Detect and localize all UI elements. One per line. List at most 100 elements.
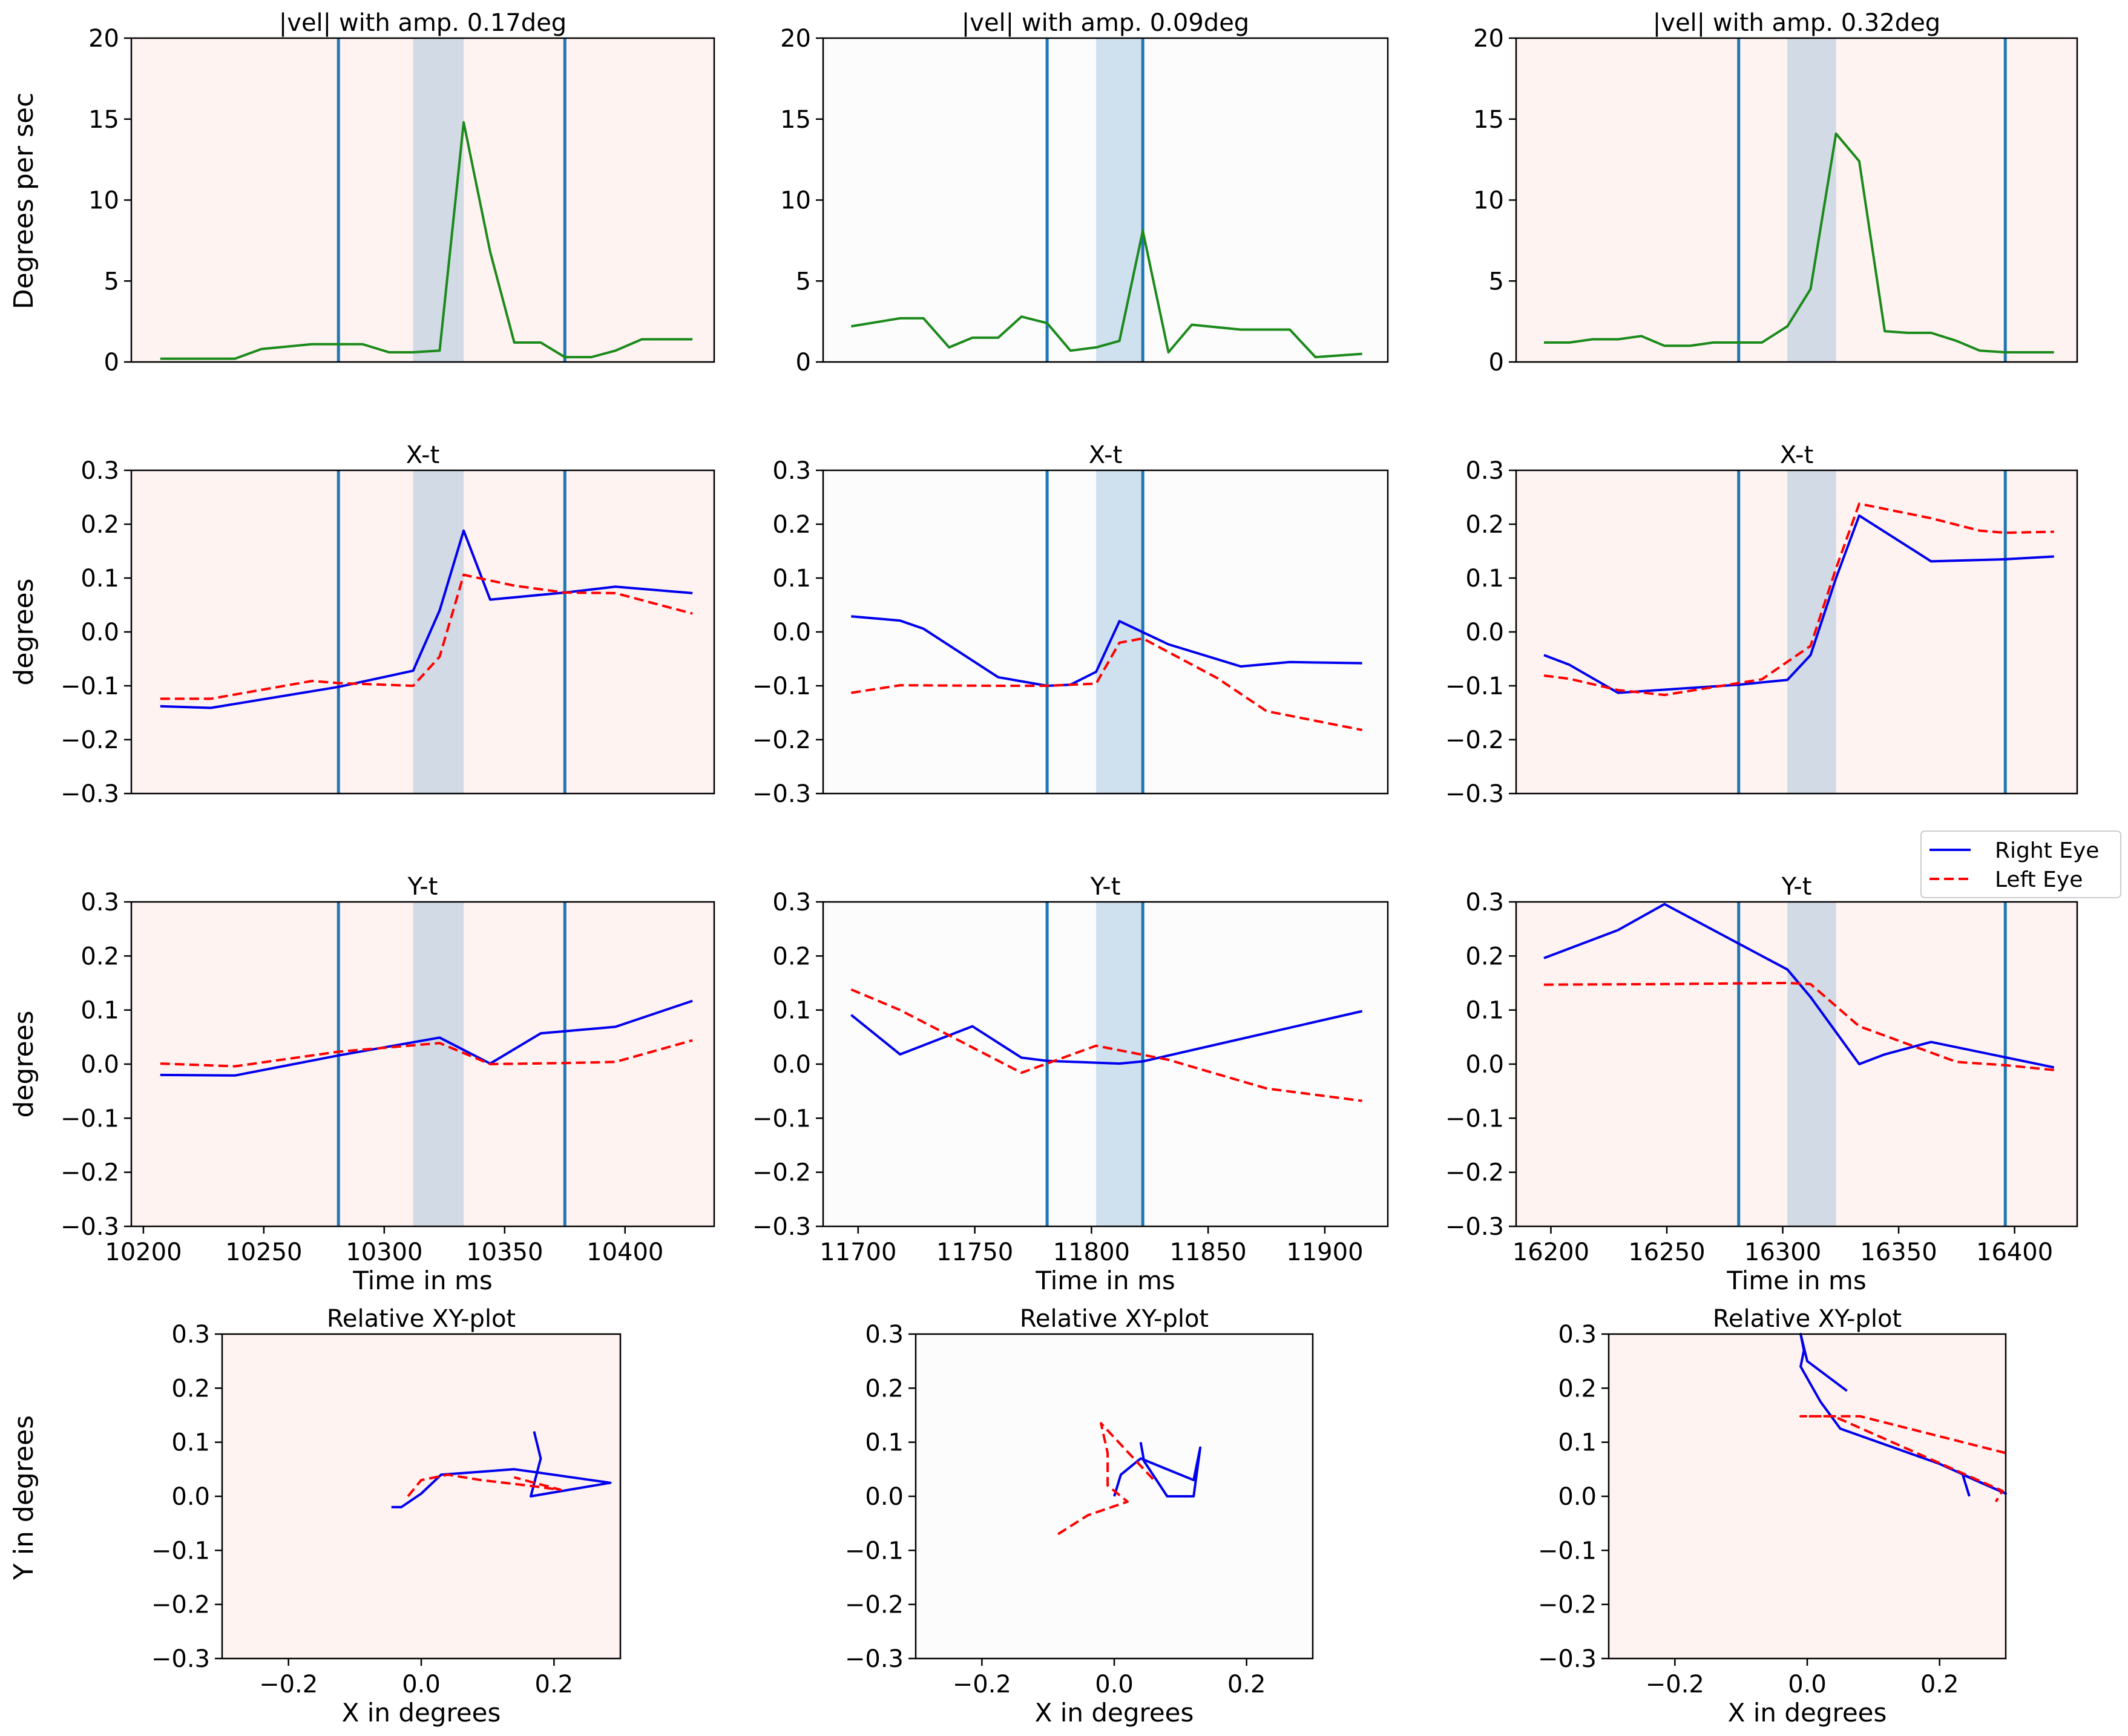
chart-title: Y-t bbox=[407, 873, 438, 901]
y-tick-label: −0.1 bbox=[752, 672, 811, 700]
chart-x-t-3: −0.3 −0.2 −0.1 0.0 0.1 0.2 0.3 X-t bbox=[1445, 441, 2078, 808]
x-tick-label: 16400 bbox=[1976, 1238, 2053, 1266]
y-tick-label: −0.2 bbox=[752, 726, 811, 754]
chart-title: |vel| with amp. 0.09deg bbox=[962, 9, 1249, 37]
chart-title: |vel| with amp. 0.17deg bbox=[279, 9, 566, 37]
velocity-line bbox=[160, 121, 693, 360]
ylabel-velocity: Degrees per sec bbox=[8, 93, 39, 309]
y-tick-label: −0.3 bbox=[1538, 1645, 1597, 1673]
chart-x-t-1: −0.3 −0.2 −0.1 0.0 0.1 0.2 0.3 X-t bbox=[61, 441, 715, 808]
y-tick-label: −0.3 bbox=[151, 1645, 210, 1673]
x-tick-label: 16250 bbox=[1628, 1238, 1705, 1266]
chart-title: Y-t bbox=[1781, 873, 1812, 901]
left-eye-line bbox=[1543, 982, 2054, 1071]
y-tick-label: 0.2 bbox=[171, 1375, 210, 1402]
left-eye-line bbox=[160, 1039, 693, 1068]
plot-area bbox=[1609, 1334, 2006, 1659]
y-tick-label: 0.3 bbox=[1465, 457, 1504, 485]
y-tick-label: −0.2 bbox=[61, 1159, 119, 1187]
x-tick-label: 0.2 bbox=[1920, 1671, 1959, 1698]
y-tick-label: −0.1 bbox=[1538, 1537, 1597, 1565]
y-tick-label: −0.1 bbox=[845, 1537, 904, 1565]
chart-title: Relative XY-plot bbox=[1713, 1305, 1902, 1333]
chart-x-t-2: −0.3 −0.2 −0.1 0.0 0.1 0.2 0.3 X-t bbox=[752, 441, 1389, 808]
y-tick-label: 0.2 bbox=[1465, 511, 1504, 539]
x-tick-label: 11700 bbox=[819, 1238, 896, 1266]
y-tick-label: −0.3 bbox=[1445, 780, 1504, 808]
chart-title: X-t bbox=[406, 441, 440, 469]
y-tick-label: 0.0 bbox=[865, 1483, 904, 1511]
y-tick-label: 5 bbox=[104, 268, 119, 295]
x-tick-label: −0.2 bbox=[259, 1671, 318, 1698]
y-tick-label: −0.3 bbox=[845, 1645, 904, 1673]
right-eye-line bbox=[851, 615, 1362, 687]
x-axis-label: Time in ms bbox=[1035, 1266, 1175, 1295]
y-tick-label: 0.3 bbox=[80, 457, 119, 485]
x-tick-label: 16200 bbox=[1512, 1238, 1589, 1266]
left-eye-line bbox=[160, 573, 693, 700]
y-tick-label: 0.1 bbox=[171, 1429, 210, 1457]
chart-title: Relative XY-plot bbox=[327, 1305, 516, 1333]
saccade-band bbox=[1787, 470, 1836, 794]
x-tick-label: 10300 bbox=[346, 1238, 422, 1266]
y-tick-label: −0.1 bbox=[61, 1105, 119, 1133]
chart-y-t-1: −0.3 −0.2 −0.1 0.0 0.1 0.2 0.3 10200 10250 10300 1… bbox=[61, 873, 715, 1295]
y-tick-label: 0.1 bbox=[1465, 997, 1504, 1025]
saccade-band bbox=[1787, 38, 1836, 362]
ylabel-xt: degrees bbox=[8, 578, 39, 685]
y-tick-label: 0.3 bbox=[865, 1321, 904, 1349]
right-eye-line bbox=[1543, 903, 2055, 1069]
velocity-line bbox=[850, 229, 1362, 358]
x-tick-label: −0.2 bbox=[953, 1671, 1011, 1698]
left-eye-line bbox=[407, 1473, 562, 1498]
right-eye-line bbox=[160, 529, 693, 709]
y-tick-label: −0.1 bbox=[151, 1537, 210, 1565]
y-tick-label: 0.1 bbox=[1558, 1429, 1597, 1457]
chart-velocity-3: 0 5 10 15 20 |vel| with amp. 0.32deg bbox=[1473, 9, 2078, 376]
x-tick-label: 0.0 bbox=[1095, 1671, 1134, 1698]
y-tick-label: 0.2 bbox=[772, 511, 811, 539]
y-tick-label: 0.1 bbox=[80, 997, 119, 1025]
chart-title: X-t bbox=[1089, 441, 1123, 469]
x-tick-label: −0.2 bbox=[1646, 1671, 1704, 1698]
y-tick-label: 0 bbox=[104, 349, 119, 376]
x-tick-label: 11750 bbox=[936, 1238, 1013, 1266]
y-tick-label: 0.2 bbox=[772, 942, 811, 970]
chart-title: X-t bbox=[1780, 441, 1814, 469]
x-tick-label: 16300 bbox=[1744, 1238, 1821, 1266]
y-tick-label: 0.0 bbox=[80, 619, 119, 646]
x-axis-label: Time in ms bbox=[352, 1266, 493, 1295]
x-tick-label: 10400 bbox=[586, 1238, 663, 1266]
legend: Right Eye Left Eye bbox=[1920, 830, 2121, 898]
left-eye-line bbox=[1543, 502, 2054, 697]
y-tick-label: −0.2 bbox=[752, 1159, 811, 1187]
y-tick-label: 0.0 bbox=[80, 1051, 119, 1079]
y-tick-label: −0.2 bbox=[1445, 726, 1504, 754]
plot-area bbox=[222, 1334, 620, 1659]
y-tick-label: 0.0 bbox=[1465, 1051, 1504, 1079]
velocity-line bbox=[1544, 132, 2054, 353]
x-axis-label: Time in ms bbox=[1726, 1266, 1867, 1295]
ylabel-yt: degrees bbox=[8, 1010, 39, 1117]
y-tick-label: −0.2 bbox=[61, 726, 119, 754]
y-tick-label: −0.1 bbox=[1445, 1105, 1504, 1133]
right-eye-line bbox=[160, 999, 693, 1077]
y-tick-label: 0.0 bbox=[772, 1051, 811, 1079]
right-eye-line bbox=[1543, 514, 2054, 694]
y-tick-label: −0.3 bbox=[61, 780, 119, 808]
y-tick-label: 0.2 bbox=[865, 1375, 904, 1402]
left-eye-line bbox=[850, 988, 1362, 1102]
chart-y-t-2: −0.3 −0.2 −0.1 0.0 0.1 0.2 0.3 11700 11750 11800 1… bbox=[752, 873, 1389, 1295]
y-tick-label: −0.3 bbox=[61, 1213, 119, 1241]
y-tick-label: −0.2 bbox=[1538, 1591, 1597, 1619]
x-tick-label: 11800 bbox=[1053, 1238, 1130, 1266]
y-tick-label: 20 bbox=[1473, 25, 1504, 53]
x-tick-label: 11900 bbox=[1286, 1238, 1363, 1266]
y-tick-label: −0.3 bbox=[1445, 1213, 1504, 1241]
y-tick-label: 10 bbox=[780, 187, 811, 215]
y-tick-label: 0 bbox=[796, 349, 811, 376]
y-tick-label: 0.3 bbox=[1558, 1321, 1597, 1349]
right-eye-line bbox=[1113, 1442, 1202, 1498]
